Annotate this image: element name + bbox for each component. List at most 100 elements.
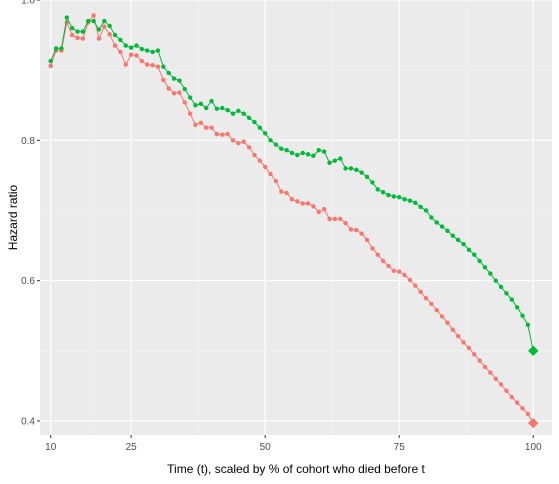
data-point bbox=[252, 119, 257, 125]
data-point bbox=[375, 252, 380, 257]
data-point bbox=[504, 388, 509, 393]
data-point bbox=[279, 189, 284, 194]
data-point bbox=[139, 46, 145, 52]
data-point bbox=[69, 32, 75, 38]
data-point bbox=[289, 197, 295, 202]
data-point bbox=[225, 107, 230, 113]
data-point bbox=[407, 277, 413, 283]
data-point bbox=[397, 194, 402, 200]
data-point bbox=[488, 370, 493, 375]
x-tick-label: 100 bbox=[525, 442, 542, 453]
data-point bbox=[300, 201, 305, 206]
data-point bbox=[338, 156, 343, 161]
data-point bbox=[514, 305, 520, 310]
data-point bbox=[96, 36, 102, 41]
y-tick-label: 0.4 bbox=[21, 416, 35, 427]
data-point bbox=[289, 150, 295, 156]
data-point bbox=[155, 48, 161, 53]
data-point bbox=[391, 194, 397, 199]
data-point bbox=[455, 237, 461, 243]
data-point bbox=[112, 43, 118, 48]
data-point bbox=[268, 171, 273, 177]
x-tick-label: 50 bbox=[260, 442, 272, 453]
data-point bbox=[305, 201, 311, 206]
x-tick-label: 10 bbox=[45, 442, 57, 453]
data-point bbox=[477, 258, 482, 264]
data-point bbox=[128, 52, 134, 57]
data-point bbox=[493, 376, 498, 382]
data-point bbox=[80, 36, 86, 41]
data-point bbox=[482, 364, 488, 370]
end-point-diamond bbox=[528, 345, 539, 357]
data-point bbox=[257, 158, 263, 163]
data-point bbox=[209, 125, 214, 130]
y-tick-label: 1.0 bbox=[21, 0, 35, 7]
data-point bbox=[316, 209, 321, 215]
data-point bbox=[418, 289, 423, 295]
data-point bbox=[364, 174, 370, 180]
data-point bbox=[348, 227, 354, 232]
data-point bbox=[300, 150, 305, 156]
data-point bbox=[391, 268, 397, 274]
data-point bbox=[214, 131, 220, 137]
data-point bbox=[268, 138, 273, 143]
data-point bbox=[198, 101, 204, 107]
data-point bbox=[145, 48, 150, 53]
data-point bbox=[161, 64, 166, 69]
data-point bbox=[102, 24, 107, 29]
data-point bbox=[91, 13, 96, 18]
data-point bbox=[402, 197, 407, 202]
data-point bbox=[225, 131, 230, 137]
data-point bbox=[262, 131, 268, 136]
data-point bbox=[316, 147, 321, 153]
minor-gridlines bbox=[40, 0, 552, 435]
data-point bbox=[75, 35, 80, 41]
data-point bbox=[455, 333, 461, 339]
data-point bbox=[203, 125, 209, 130]
data-point bbox=[472, 352, 477, 357]
data-point bbox=[295, 199, 300, 204]
data-point bbox=[359, 170, 364, 175]
data-point bbox=[482, 265, 488, 270]
data-point bbox=[305, 152, 311, 157]
data-point bbox=[145, 62, 150, 67]
data-point bbox=[123, 62, 128, 67]
data-point bbox=[155, 64, 161, 69]
data-point bbox=[402, 272, 407, 278]
data-point bbox=[413, 283, 418, 288]
data-point bbox=[327, 216, 332, 222]
data-point bbox=[134, 53, 139, 58]
data-point bbox=[343, 166, 348, 171]
data-point bbox=[236, 108, 241, 114]
data-point bbox=[48, 63, 53, 69]
data-point bbox=[284, 147, 289, 153]
data-point bbox=[450, 327, 456, 332]
data-point bbox=[434, 220, 439, 225]
data-point bbox=[386, 192, 391, 198]
data-point bbox=[279, 146, 284, 151]
data-point bbox=[348, 166, 354, 171]
data-point bbox=[461, 241, 466, 247]
data-point bbox=[514, 400, 520, 405]
y-tick-label: 0.6 bbox=[21, 276, 35, 287]
data-point bbox=[413, 200, 418, 205]
data-point bbox=[434, 307, 439, 313]
data-point bbox=[91, 18, 96, 24]
data-point bbox=[488, 271, 493, 276]
data-point bbox=[327, 160, 332, 165]
data-point bbox=[311, 153, 316, 158]
x-axis: 10 25 50 75 100 bbox=[45, 435, 542, 453]
data-point bbox=[252, 152, 257, 158]
data-point bbox=[75, 29, 80, 34]
data-point bbox=[321, 206, 327, 212]
y-tick-label: 0.8 bbox=[21, 136, 35, 147]
data-point bbox=[102, 18, 107, 24]
data-point bbox=[364, 237, 370, 243]
data-point bbox=[332, 216, 338, 222]
major-gridlines bbox=[40, 0, 552, 435]
data-point bbox=[520, 313, 525, 318]
data-point bbox=[295, 152, 300, 158]
data-point bbox=[107, 32, 112, 37]
x-tick-label: 75 bbox=[394, 442, 406, 453]
data-point bbox=[48, 58, 53, 64]
